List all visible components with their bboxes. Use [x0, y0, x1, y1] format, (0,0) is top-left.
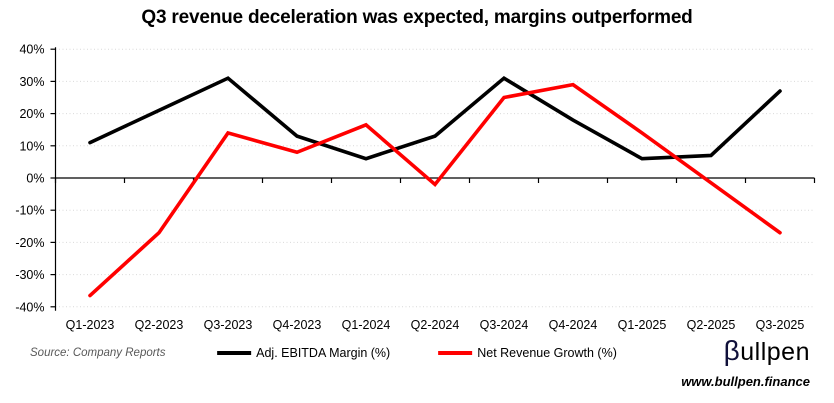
x-tick-label: Q2-2024	[411, 318, 460, 332]
series-line-net-revenue-growth	[88, 82, 782, 298]
y-tick-label: 40%	[19, 43, 44, 57]
x-tick-label: Q4-2023	[273, 318, 322, 332]
logo-text: ullpen	[740, 338, 810, 366]
x-tick-label: Q2-2025	[687, 318, 736, 332]
y-tick-label: 20%	[19, 107, 44, 121]
chart-title: Q3 revenue deceleration was expected, ma…	[141, 7, 693, 28]
y-tick-label: -40%	[15, 300, 44, 314]
legend-line-swatch-red	[438, 351, 473, 355]
x-tick-label: Q1-2023	[66, 318, 115, 332]
legend-line-swatch-black	[217, 351, 252, 355]
y-tick-label: -20%	[15, 236, 44, 250]
x-tick-label: Q2-2023	[135, 318, 184, 332]
y-tick-label: -10%	[15, 204, 44, 218]
y-tick-label: -30%	[15, 268, 44, 282]
series-line-adj-ebitda-margin	[88, 75, 782, 161]
y-tick-label: 30%	[19, 75, 44, 89]
source-note: Source: Company Reports	[30, 347, 166, 359]
website-url[interactable]: www.bullpen.finance	[681, 374, 810, 389]
x-tick-label: Q3-2023	[204, 318, 253, 332]
legend-item-revenue: Net Revenue Growth (%)	[438, 346, 617, 360]
x-tick-label: Q4-2024	[549, 318, 598, 332]
legend-label-ebitda: Adj. EBITDA Margin (%)	[256, 346, 391, 360]
legend-label-revenue: Net Revenue Growth (%)	[477, 346, 617, 360]
legend-item-ebitda: Adj. EBITDA Margin (%)	[217, 346, 390, 360]
x-tick-label: Q1-2025	[618, 318, 667, 332]
chart-legend: Adj. EBITDA Margin (%) Net Revenue Growt…	[217, 344, 617, 362]
x-tick-label: Q3-2025	[756, 318, 805, 332]
logo-beta-glyph: β	[723, 335, 741, 366]
y-tick-label: 0%	[26, 172, 44, 186]
bullpen-logo: βullpen	[724, 335, 810, 367]
y-tick-label: 10%	[19, 139, 44, 153]
x-tick-label: Q3-2024	[480, 318, 529, 332]
x-tick-label: Q1-2024	[342, 318, 391, 332]
